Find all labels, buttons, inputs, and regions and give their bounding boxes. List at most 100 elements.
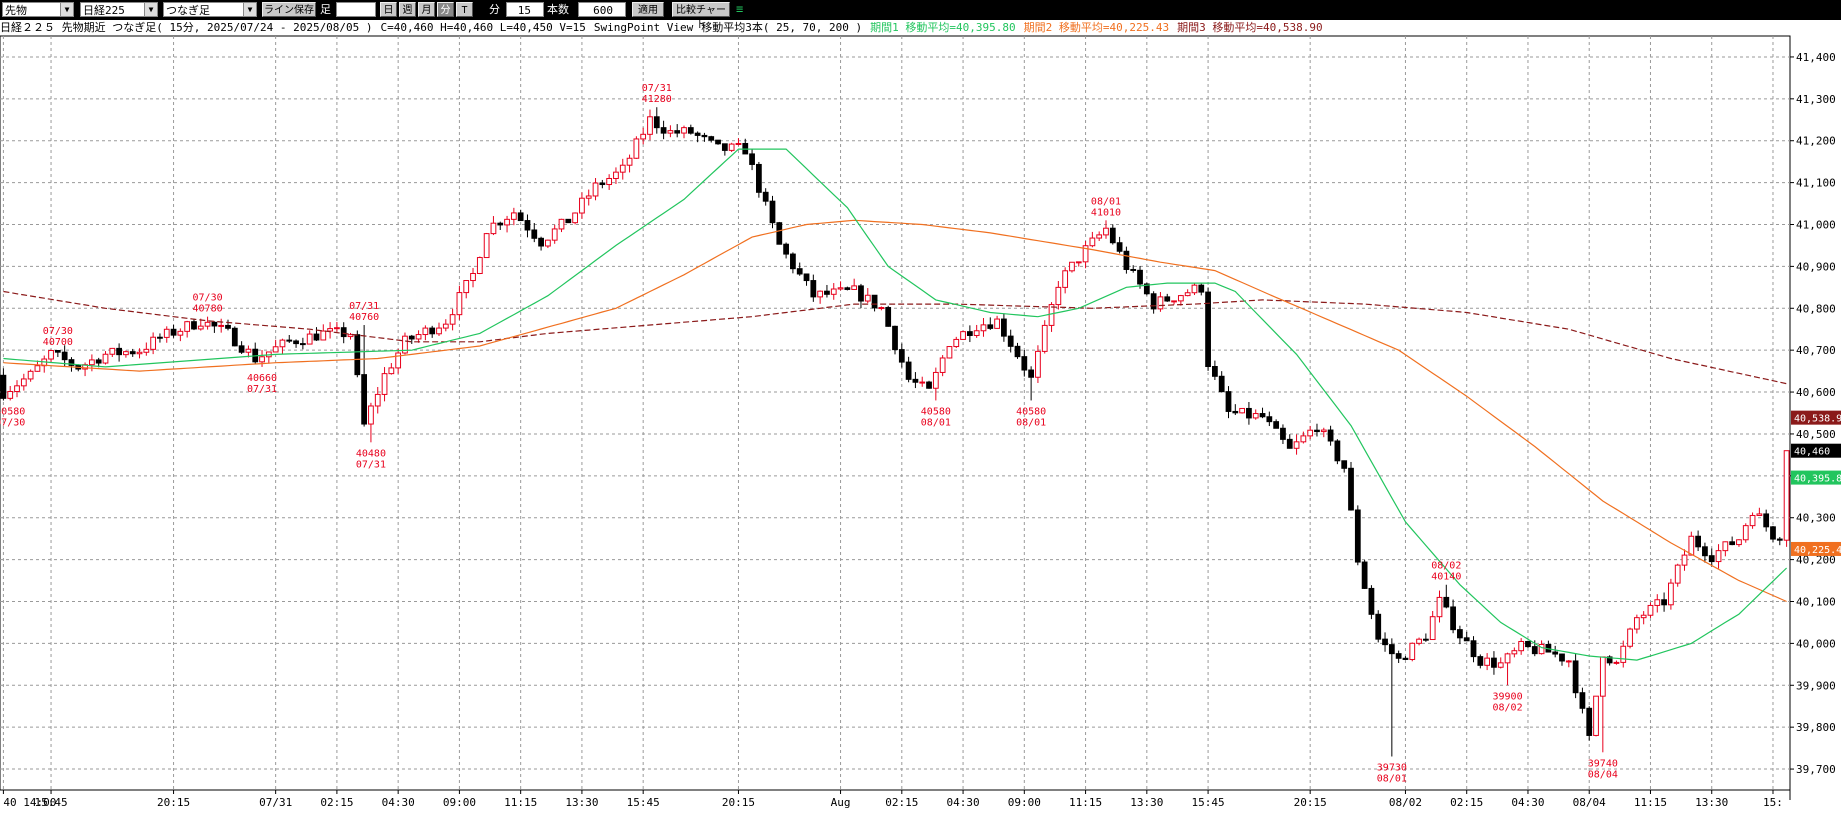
candle <box>157 336 163 339</box>
candle <box>313 333 320 341</box>
candle <box>1368 587 1375 615</box>
candle <box>497 222 504 226</box>
candle <box>545 239 551 247</box>
candle <box>946 346 953 359</box>
candle <box>68 359 75 366</box>
candle <box>715 139 721 145</box>
candle <box>687 127 694 134</box>
candle <box>1157 296 1164 310</box>
candle <box>415 334 422 340</box>
period-button-minute[interactable]: 分 <box>437 2 454 17</box>
apply-button[interactable]: 適用 <box>632 2 664 17</box>
compare-chart-button[interactable]: 比較チャート <box>672 2 730 31</box>
candle <box>912 378 919 383</box>
candle <box>721 143 728 151</box>
indicator-list-icon[interactable]: ≡ <box>736 2 744 16</box>
candle <box>402 335 408 354</box>
x-tick-label: 11:15 <box>1069 796 1102 809</box>
period-button-week[interactable]: 週 <box>399 2 416 17</box>
candle <box>1273 421 1280 429</box>
candle <box>987 324 994 329</box>
candle <box>163 328 170 338</box>
candle <box>1627 628 1633 647</box>
candle <box>1307 429 1314 437</box>
y-tick-label: 39,800 <box>1796 721 1836 734</box>
market-select[interactable]: 先物 ▼ <box>2 2 74 17</box>
candle <box>374 393 381 407</box>
candle <box>1320 429 1327 433</box>
candle <box>1191 284 1198 294</box>
candle <box>95 359 102 364</box>
candle <box>218 324 225 327</box>
chart-title: 日経２２５ 先物期近 つなぎ足( 15分, 2025/07/24 - 2025/… <box>0 21 373 34</box>
candle <box>1109 227 1116 244</box>
candle <box>871 294 878 309</box>
x-tick-label: 40 14:00 <box>3 796 56 809</box>
candle <box>361 374 368 425</box>
candle <box>1232 410 1239 414</box>
candle <box>1171 300 1177 303</box>
candle <box>1702 546 1708 557</box>
candle <box>54 349 61 353</box>
y-tick-label: 40,900 <box>1796 260 1836 273</box>
period-button-day[interactable]: 日 <box>380 2 397 17</box>
candle <box>878 307 885 310</box>
minute-label: 分 <box>489 3 500 16</box>
candle <box>1443 596 1450 608</box>
plot-area <box>0 35 1791 791</box>
candle <box>463 280 470 294</box>
candle <box>837 287 844 290</box>
y-tick-label: 40,200 <box>1796 554 1836 567</box>
candle <box>1668 582 1674 606</box>
candle <box>1116 242 1123 252</box>
candle <box>1041 324 1048 352</box>
candle <box>885 307 892 327</box>
candle <box>1511 650 1518 655</box>
swing-point-date: 07/30 <box>43 326 73 337</box>
candle <box>1776 538 1783 541</box>
swing-point-date: 07/30 <box>193 293 223 304</box>
candle <box>531 229 538 239</box>
candle <box>470 272 476 282</box>
candle <box>830 288 837 295</box>
x-tick-label: 02:15 <box>885 796 918 809</box>
candle <box>1225 391 1232 412</box>
candle <box>735 142 742 145</box>
period-button-month[interactable]: 月 <box>418 2 435 17</box>
candle <box>953 338 960 348</box>
candle <box>1062 270 1069 288</box>
candle <box>279 339 286 348</box>
chart-type-select[interactable]: つなぎ足 ▼ <box>163 2 257 17</box>
candle <box>14 385 20 393</box>
swing-point-date: 07/31 <box>349 301 379 312</box>
symbol-select[interactable]: 日経225 ▼ <box>80 2 158 17</box>
candle <box>1212 366 1218 377</box>
candle <box>170 328 177 336</box>
line-save-button[interactable]: ライン保存 <box>262 2 316 17</box>
y-tick-label: 40,600 <box>1796 386 1836 399</box>
candle <box>1674 564 1681 584</box>
candle <box>1103 227 1109 236</box>
y-tick-label: 40,700 <box>1796 344 1836 357</box>
count-input[interactable]: 600 <box>578 2 626 17</box>
candle <box>1715 550 1722 563</box>
candle <box>1327 429 1334 442</box>
x-tick-label: 20:15 <box>157 796 190 809</box>
x-tick-label: 13:30 <box>1130 796 1163 809</box>
x-tick-label: 13:30 <box>565 796 598 809</box>
candle <box>660 127 667 134</box>
candle <box>653 116 660 129</box>
candle <box>694 132 701 136</box>
candle <box>1184 292 1191 297</box>
candle <box>150 336 157 350</box>
candle <box>1681 554 1688 566</box>
period-button-tick[interactable]: T <box>456 2 473 17</box>
swing-point-date: 40480 <box>356 448 386 459</box>
candle <box>926 381 932 389</box>
candle <box>633 138 640 159</box>
minute-input[interactable]: 15 <box>506 2 544 17</box>
candle <box>327 328 333 332</box>
candle <box>606 177 613 186</box>
ashi-input[interactable] <box>336 2 376 17</box>
candle <box>1143 283 1150 295</box>
